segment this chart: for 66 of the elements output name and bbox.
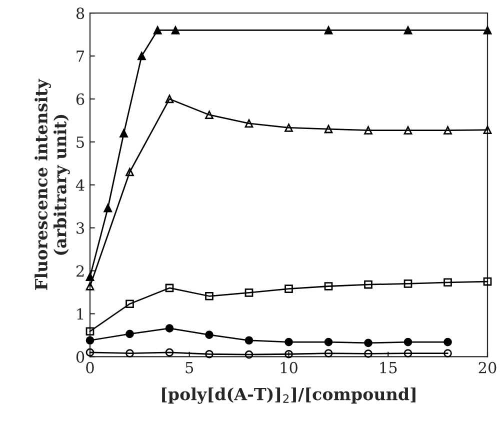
point xyxy=(86,327,94,336)
point xyxy=(126,349,134,358)
y-axis-title: Fluorescence intensity (arbitrary unit) xyxy=(34,78,70,290)
x-tick-label: 10 xyxy=(280,362,298,374)
y-tick-label: 6 xyxy=(76,93,84,105)
point xyxy=(205,330,214,339)
point xyxy=(165,324,174,333)
point xyxy=(324,338,333,346)
point xyxy=(153,26,162,34)
point xyxy=(284,124,293,132)
point xyxy=(364,350,372,358)
point xyxy=(483,277,492,286)
y-tick-label: 2 xyxy=(76,265,84,277)
point xyxy=(120,129,128,138)
point xyxy=(165,284,174,292)
y-tick-label: 8 xyxy=(76,8,84,20)
point xyxy=(86,272,94,281)
point xyxy=(244,288,254,297)
point xyxy=(324,124,333,134)
point xyxy=(404,349,412,358)
point xyxy=(205,292,214,300)
y-tick-label: 5 xyxy=(76,136,84,148)
point xyxy=(483,26,492,34)
x-tick-label: 5 xyxy=(186,362,194,374)
point xyxy=(404,280,412,288)
point xyxy=(244,350,254,359)
point xyxy=(483,126,492,134)
x-tick-label: 0 xyxy=(86,362,94,374)
point xyxy=(205,350,214,358)
y-tick-label: 0 xyxy=(76,351,84,363)
point xyxy=(284,338,293,346)
point xyxy=(165,348,174,357)
point xyxy=(104,204,112,212)
x-tick-label: 20 xyxy=(478,362,496,374)
point xyxy=(86,282,94,290)
point xyxy=(126,330,134,338)
point xyxy=(86,336,94,345)
point xyxy=(138,52,146,60)
point xyxy=(126,300,134,308)
point xyxy=(404,338,412,346)
point xyxy=(244,336,254,345)
point xyxy=(404,26,412,34)
x-axis-title: [poly[d(A-T)]$_{2}$]/[compound] xyxy=(162,387,416,404)
y-tick-label: 1 xyxy=(77,308,83,320)
y-tick-label: 7 xyxy=(76,50,84,62)
point xyxy=(364,338,372,348)
point xyxy=(444,126,452,134)
point xyxy=(324,282,333,290)
point xyxy=(324,26,333,34)
point xyxy=(364,126,372,134)
point xyxy=(284,284,293,293)
point xyxy=(364,280,372,289)
point xyxy=(444,278,452,287)
point xyxy=(244,119,254,128)
point xyxy=(171,26,180,34)
point xyxy=(324,349,333,358)
point xyxy=(126,168,134,176)
point xyxy=(284,350,293,358)
y-tick-label: 4 xyxy=(76,179,84,191)
point xyxy=(444,338,452,346)
point xyxy=(165,94,174,104)
point xyxy=(205,110,214,120)
point xyxy=(444,349,452,358)
y-tick-label: 3 xyxy=(76,222,84,234)
x-tick-label: 15 xyxy=(380,362,397,374)
point xyxy=(404,126,412,134)
